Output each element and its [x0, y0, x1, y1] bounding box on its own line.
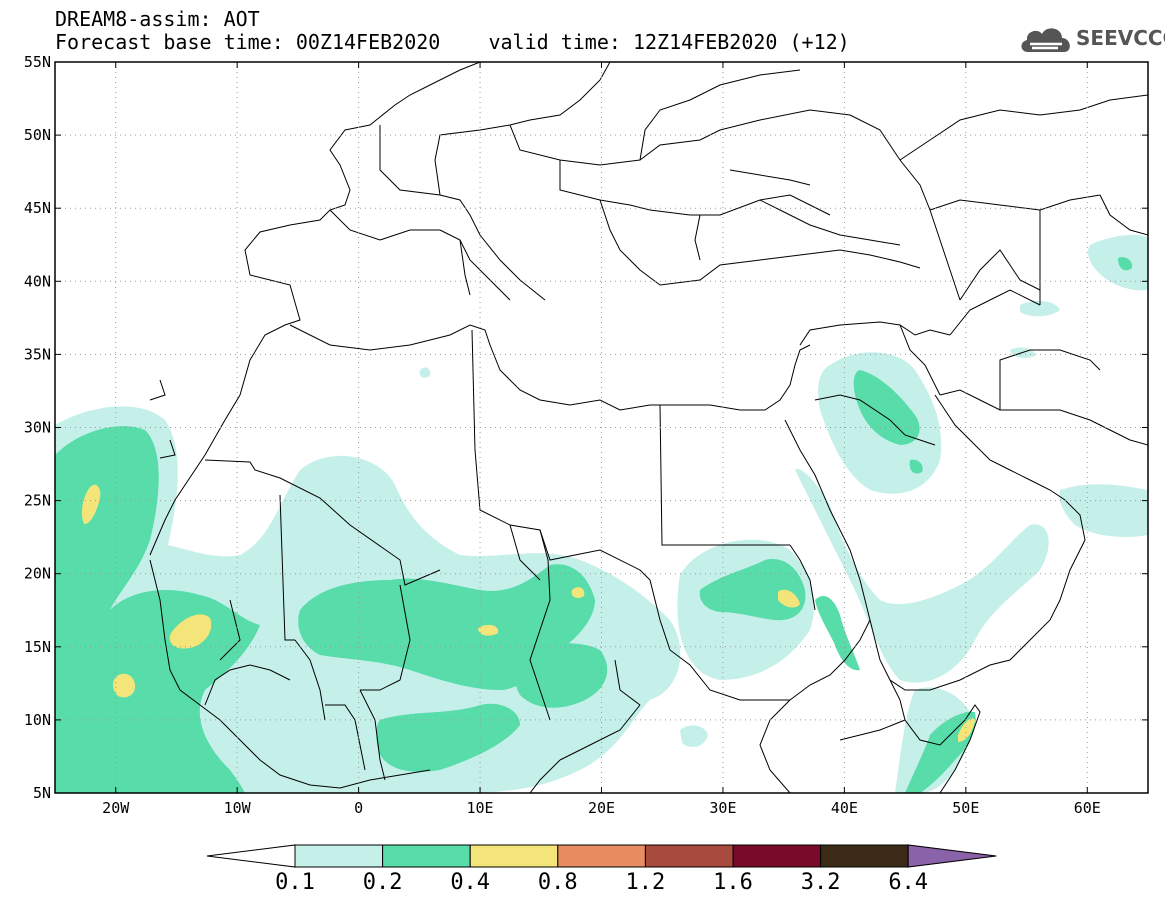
x-tick-label: 20W [102, 799, 130, 817]
map-title: DREAM8-assim: AOT [55, 7, 260, 31]
colorbar-segment [294, 844, 384, 868]
x-tick-label: 60E [1074, 799, 1101, 817]
aot-colorbar: 0.1 0.2 0.4 0.8 1.2 1.6 3.2 6.4 [206, 844, 997, 895]
colorbar-segment [469, 844, 559, 868]
y-tick-label: 50N [24, 126, 51, 144]
y-tick-label: 5N [33, 784, 51, 802]
colorbar-over-arrow [907, 844, 997, 868]
x-tick-label: 10W [224, 799, 252, 817]
country-borders [149, 62, 1148, 793]
colorbar-label: 3.2 [801, 870, 841, 895]
colorbar-label: 0.8 [538, 870, 578, 895]
colorbar-label: 1.6 [713, 870, 753, 895]
y-tick-label: 10N [24, 711, 51, 729]
y-tick-label: 20N [24, 565, 51, 583]
colorbar-label: 6.4 [888, 870, 928, 895]
colorbar-segment [557, 844, 646, 868]
map-content [55, 62, 1148, 793]
x-tick-label: 50E [952, 799, 979, 817]
x-tick-label: 0 [354, 799, 363, 817]
colorbar-segment [382, 844, 471, 868]
y-tick-label: 55N [24, 53, 51, 71]
x-tick-label: 30E [709, 799, 736, 817]
colorbar-label: 0.2 [363, 870, 403, 895]
colorbar-label: 0.1 [275, 870, 315, 895]
cloud-logo-icon [1021, 28, 1070, 52]
aot-level-0.4-area [81, 484, 975, 742]
latitude-axis: 55N 50N 45N 40N 35N 30N 25N 20N 15N 10N 5N [24, 53, 1148, 802]
logo-text: SEEVCCC [1076, 26, 1165, 50]
colorbar-under-arrow [206, 844, 296, 868]
forecast-time-subtitle: Forecast base time: 00Z14FEB2020 valid t… [55, 30, 850, 54]
y-tick-label: 45N [24, 199, 51, 217]
x-tick-label: 40E [831, 799, 858, 817]
aot-level-0.1-area [55, 234, 1148, 793]
x-tick-label: 20E [588, 799, 615, 817]
colorbar-segment [644, 844, 734, 868]
seevccc-logo: SEEVCCC [1018, 22, 1165, 58]
y-tick-label: 25N [24, 492, 51, 510]
aot-level-0.2-area [55, 257, 1133, 793]
y-tick-label: 30N [24, 419, 51, 437]
y-tick-label: 40N [24, 272, 51, 290]
x-tick-label: 10E [467, 799, 494, 817]
y-tick-label: 15N [24, 638, 51, 656]
colorbar-segment [820, 844, 909, 868]
longitude-axis: 20W 10W 0 10E 20E 30E 40E 50E 60E [102, 62, 1101, 817]
graticule-lines [55, 62, 1148, 793]
colorbar-label: 0.4 [450, 870, 490, 895]
colorbar-segment [732, 844, 822, 868]
colorbar-label: 1.2 [626, 870, 666, 895]
y-tick-label: 35N [24, 345, 51, 363]
